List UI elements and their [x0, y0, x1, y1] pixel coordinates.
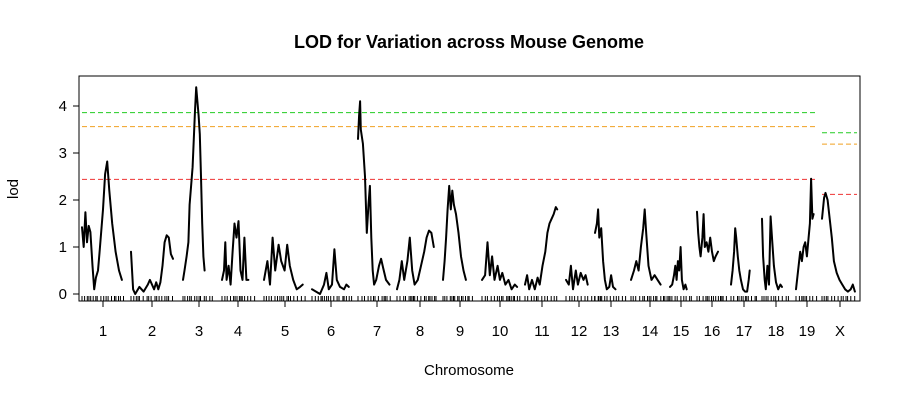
marker-rug [81, 296, 856, 301]
chromosome-label: 17 [736, 323, 753, 340]
lod-curve-chr-8 [396, 229, 435, 291]
lod-curve-chr-x [821, 191, 856, 293]
chromosome-label: 6 [327, 323, 335, 340]
y-axis: 0 1 2 3 4 [59, 98, 80, 303]
chromosome-label: 5 [281, 323, 289, 340]
chromosome-label: 2 [148, 323, 156, 340]
lod-curve-chr-12 [565, 264, 589, 291]
chromosome-label: 9 [456, 323, 464, 340]
lod-curve-chr-2 [130, 234, 174, 295]
chromosome-label: 3 [195, 323, 203, 340]
chromosome-label: 14 [642, 323, 659, 340]
chromosome-label: 12 [571, 323, 588, 340]
lod-curve-chr-16 [696, 210, 719, 263]
chromosome-label: 13 [603, 323, 620, 340]
chromosome-label: 16 [704, 323, 721, 340]
lod-curve-chr-10 [481, 241, 519, 291]
y-axis-label: lod [5, 179, 22, 199]
threshold-lines [82, 112, 857, 195]
chromosome-label: 15 [673, 323, 690, 340]
chart-title: LOD for Variation across Mouse Genome [294, 32, 644, 52]
y-tick-label: 0 [59, 286, 67, 303]
chromosome-label: 7 [373, 323, 381, 340]
y-tick-label: 2 [59, 192, 67, 209]
lod-curve-chr-9 [442, 184, 467, 281]
lod-curve-chr-15 [669, 246, 688, 291]
chromosome-label: 1 [99, 323, 107, 340]
lod-curve-chr-19 [795, 177, 815, 291]
lod-curve-chr-11 [524, 206, 559, 291]
lod-curve-chr-7 [357, 100, 391, 286]
lod-curve-chr-5 [263, 236, 304, 291]
y-tick-label: 1 [59, 239, 67, 256]
lod-curve-chr-18 [761, 215, 783, 291]
chromosome-label: 4 [234, 323, 242, 340]
chromosome-label: X [835, 323, 845, 340]
lod-curve-chr-14 [630, 208, 662, 286]
lod-curve-chr-4 [221, 220, 250, 286]
lod-curve-chr-13 [594, 208, 617, 291]
y-tick-label: 4 [59, 98, 67, 115]
x-axis-label: Chromosome [424, 362, 514, 379]
lod-curve-chr-3 [182, 86, 206, 281]
lod-curve-chr-17 [730, 227, 751, 293]
chromosome-label: 19 [799, 323, 816, 340]
chromosome-label: 11 [534, 323, 550, 340]
chromosome-label: 10 [492, 323, 509, 340]
lod-curve-chr-6 [311, 248, 350, 295]
lod-curve-chr-1 [81, 160, 123, 291]
lod-curves [81, 86, 856, 295]
chromosome-label: 18 [768, 323, 785, 340]
y-tick-label: 3 [59, 145, 67, 162]
chromosome-label: 8 [416, 323, 424, 340]
x-axis: 1 2 3 4 5 6 7 8 9 10 11 12 13 14 15 16 17 18 19 X [99, 301, 845, 340]
